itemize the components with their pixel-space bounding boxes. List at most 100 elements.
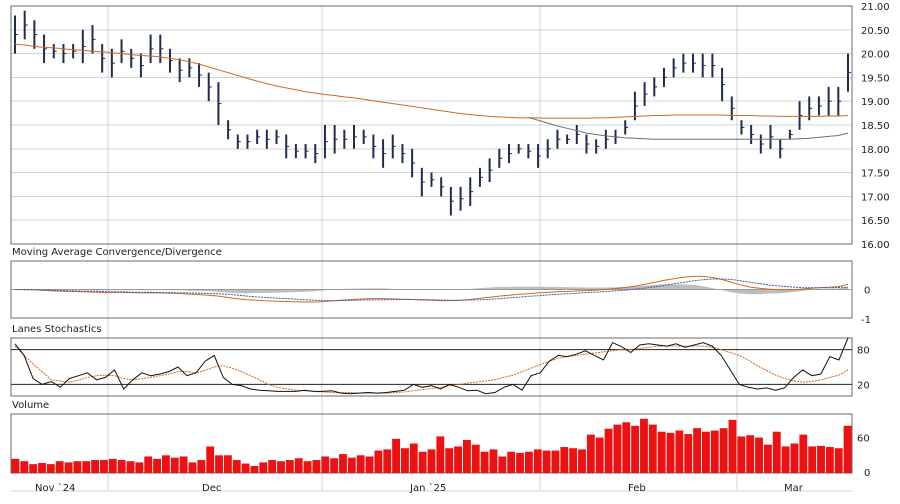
volume-bar [392, 438, 401, 473]
volume-bar [241, 463, 250, 473]
volume-bar [55, 461, 64, 473]
macd-histogram [15, 284, 848, 295]
volume-bar [365, 456, 374, 473]
volume-bar [294, 458, 303, 473]
volume-bar [161, 455, 170, 473]
volume-bar [38, 462, 46, 473]
volume-bar [330, 458, 339, 473]
volume-panel-title: Volume [12, 400, 49, 411]
volume-bar [427, 449, 436, 473]
stochastics-frame [10, 337, 853, 397]
volume-bar [11, 458, 20, 473]
volume-bar [383, 449, 392, 473]
volume-bar [604, 428, 613, 473]
volume-bar [498, 456, 507, 473]
price-tick-label: 17.00 [861, 192, 890, 203]
volume-bar [321, 456, 330, 473]
volume-bar [409, 443, 418, 473]
macd-panel-title: Moving Average Convergence/Divergence [12, 247, 222, 258]
volume-bar [825, 447, 834, 473]
price-tick-label: 19.00 [861, 97, 890, 108]
volume-bar [772, 431, 781, 473]
price-tick-label: 16.50 [861, 216, 890, 227]
moving-average-slow [528, 116, 849, 140]
x-label-feb: Feb [628, 483, 646, 494]
volume-bar [462, 439, 471, 473]
volume-bar [223, 455, 232, 473]
volume-bar [507, 451, 516, 473]
volume-bar [215, 455, 223, 473]
x-axis-labels: Nov `24 Dec Jan `25 Feb Mar [35, 482, 804, 494]
x-label-nov: Nov `24 [35, 482, 75, 494]
volume-bar [551, 450, 560, 473]
volume-bar [232, 460, 241, 473]
volume-bar [763, 444, 772, 473]
volume-bar [746, 435, 755, 473]
volume-bar [179, 456, 188, 473]
price-tick-label: 16.00 [861, 240, 890, 251]
price-tick-label: 21.00 [861, 2, 890, 13]
volume-bar [560, 447, 569, 473]
stochastics-k-line [14, 337, 849, 395]
volume-bar [790, 443, 799, 473]
volume-bar [374, 450, 383, 473]
volume-bar [631, 425, 640, 473]
volume-bar [719, 428, 728, 473]
volume-tick-label: 60 [857, 434, 870, 445]
volume-bar [418, 451, 427, 473]
volume-bar [356, 455, 365, 473]
volume-bar [64, 462, 73, 473]
volume-bar [666, 432, 675, 473]
volume-bar [569, 448, 578, 473]
volume-bar [100, 460, 108, 473]
volume-bar [613, 424, 622, 473]
volume-bar [197, 460, 206, 473]
volume-bar [728, 419, 737, 473]
macd-panel: 0 -1 [10, 260, 871, 326]
panel-frames [11, 6, 852, 492]
volume-bar [108, 458, 117, 473]
volume-bar [595, 437, 604, 473]
volume-bar [285, 460, 294, 473]
volume-bar [533, 449, 542, 473]
volume-bar [657, 431, 666, 473]
volume-bar [471, 444, 480, 473]
volume-bar [268, 460, 277, 473]
volume-bar [799, 434, 808, 473]
volume-bar [347, 457, 356, 473]
volume-bar [445, 448, 454, 473]
volume-bar [401, 448, 409, 473]
price-tick-label: 20.00 [861, 50, 890, 61]
volume-bar [737, 436, 746, 473]
price-tick-label: 20.50 [861, 26, 890, 37]
volume-bar [117, 460, 126, 473]
volume-bar [339, 454, 347, 473]
volume-bar [126, 461, 135, 473]
volume-bar [843, 425, 852, 473]
volume-bar [648, 424, 657, 473]
volume-bar [710, 430, 719, 473]
volume-bar [578, 449, 586, 473]
volume-bar [675, 430, 684, 473]
volume-bar [436, 436, 445, 473]
price-tick-label: 19.50 [861, 73, 890, 84]
volume-bar [454, 446, 462, 473]
volume-bar [153, 458, 161, 473]
stochastics-panel-title: Lanes Stochastics [12, 324, 102, 335]
volume-bar [693, 428, 702, 473]
volume-bar [29, 464, 38, 473]
macd-tick-label: -1 [861, 315, 871, 326]
volume-bar [206, 446, 215, 473]
volume-bar [684, 434, 693, 473]
price-tick-label: 17.50 [861, 169, 890, 180]
volume-bar [489, 449, 498, 473]
stochastics-tick-label: 20 [857, 380, 870, 391]
volume-bar [82, 461, 91, 473]
volume-bar [170, 457, 179, 473]
macd-tick-label: 0 [864, 286, 870, 297]
volume-bar [480, 451, 489, 473]
volume-bar [516, 452, 524, 473]
volume-bar [312, 460, 321, 473]
volume-bar [250, 465, 259, 473]
